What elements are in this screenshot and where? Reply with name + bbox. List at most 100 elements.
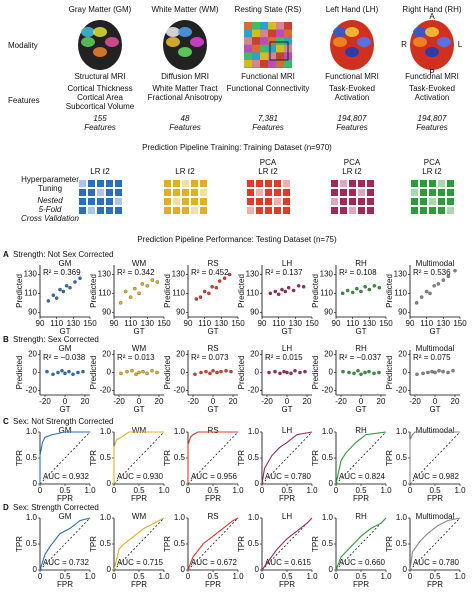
cv-fold <box>340 189 347 196</box>
y-tick-label: 90 <box>250 307 259 316</box>
y-tick-label: 0 <box>107 368 112 377</box>
y-tick-label: 110 <box>320 288 333 297</box>
brain-image <box>252 22 260 30</box>
x-tick-label: 0.5 <box>281 572 293 581</box>
y-tick-label: 1.0 <box>100 513 112 522</box>
y-axis-label: TPR <box>311 536 320 552</box>
x-axis-label: GT <box>355 405 366 414</box>
data-point <box>60 368 64 373</box>
fit-stat: R² = 0.015 <box>265 353 303 362</box>
step-label: Tuning <box>38 184 62 193</box>
data-point <box>141 369 145 374</box>
panel-letter: D <box>3 503 9 512</box>
x-tick-label: 0.5 <box>133 486 145 495</box>
panel-title: Sex: Not Strength Corrected <box>13 417 114 426</box>
model-label: LR ℓ2 <box>175 167 195 176</box>
cv-fold <box>182 180 189 187</box>
data-point <box>54 296 59 300</box>
x-tick-label: 1.0 <box>158 486 170 495</box>
panel-letter: B <box>3 335 9 344</box>
cv-fold <box>88 189 95 196</box>
chance-line <box>39 431 91 485</box>
y-axis-label: Predicted <box>15 274 24 308</box>
feature-text: Task-Evoked <box>409 84 455 93</box>
panel-title: Strength: Sex Corrected <box>13 335 99 344</box>
fit-stat: AUC = 0.982 <box>413 472 460 481</box>
y-tick-label: 0 <box>181 565 186 574</box>
y-tick-label: 1.0 <box>26 427 38 436</box>
brain-image <box>410 20 454 70</box>
data-point <box>446 370 450 375</box>
chance-line <box>335 517 387 571</box>
model-name: GM <box>59 344 72 353</box>
data-point <box>227 272 232 277</box>
cv-fold <box>200 189 207 196</box>
cv-fold <box>349 198 356 205</box>
x-tick-label: 0.5 <box>207 572 219 581</box>
data-point <box>73 280 77 284</box>
cv-fold <box>331 198 338 205</box>
y-tick-label: 20 <box>250 350 259 359</box>
x-tick-label: 0 <box>63 397 68 406</box>
model-label: LR ℓ2 <box>258 167 278 176</box>
x-tick-label: 0 <box>260 572 265 581</box>
x-tick-label: 1.0 <box>84 486 96 495</box>
cv-fold <box>182 189 189 196</box>
brain-image <box>268 29 276 38</box>
y-tick-label: 130 <box>172 270 186 279</box>
cv-fold <box>115 180 122 187</box>
data-point <box>283 289 288 294</box>
x-tick-label: 0.5 <box>133 572 145 581</box>
x-tick-label: 1.0 <box>454 572 466 581</box>
data-point <box>451 368 455 373</box>
roc-curve <box>261 431 313 485</box>
cv-fold <box>173 198 180 205</box>
orientation-label: L <box>458 40 463 49</box>
brain-image <box>276 22 284 30</box>
x-tick-label: 130 <box>67 319 81 328</box>
brain-image <box>244 22 252 30</box>
roc-curve <box>409 517 461 571</box>
data-point <box>128 295 133 299</box>
y-tick-label: 1.0 <box>322 513 334 522</box>
data-point <box>289 371 293 376</box>
x-tick-label: 110 <box>198 319 211 328</box>
cv-fold <box>191 198 198 205</box>
data-point <box>437 368 441 373</box>
brain-image <box>276 52 284 60</box>
cv-fold <box>88 207 95 214</box>
x-tick-label: 20 <box>303 397 312 406</box>
data-point <box>419 295 424 299</box>
data-point <box>345 288 350 293</box>
scan-type: Functional MRI <box>405 72 459 81</box>
step-label: Cross Validation <box>21 214 80 223</box>
data-point <box>193 372 197 377</box>
fit-stat: AUC = 0.824 <box>339 472 386 481</box>
model-name: WM <box>132 426 147 435</box>
x-tick-label: 0 <box>112 572 117 581</box>
data-point <box>199 370 203 375</box>
data-point <box>285 370 289 375</box>
data-point <box>341 369 345 374</box>
fit-stat: R² = 0.452 <box>191 268 229 277</box>
y-axis-label: TPR <box>15 536 24 552</box>
fit-stat: AUC = 0.715 <box>117 558 164 567</box>
data-point <box>273 369 277 374</box>
brain-image <box>276 37 284 45</box>
y-axis-label: Predicted <box>163 274 172 308</box>
data-point <box>363 370 367 375</box>
cv-fold <box>367 198 374 205</box>
data-point <box>76 370 80 375</box>
cv-fold <box>88 198 95 205</box>
brain-image <box>81 37 95 47</box>
cv-fold <box>420 189 427 196</box>
y-axis-label: TPR <box>89 536 98 552</box>
brain-image <box>284 29 292 38</box>
y-tick-label: 130 <box>24 270 38 279</box>
brain-image <box>268 37 276 45</box>
brain-image <box>268 22 276 30</box>
data-point <box>267 370 271 375</box>
fit-stat: R² = −0.038 <box>43 353 86 362</box>
x-axis-label: FPR <box>57 580 73 589</box>
x-tick-label: 150 <box>305 319 319 328</box>
